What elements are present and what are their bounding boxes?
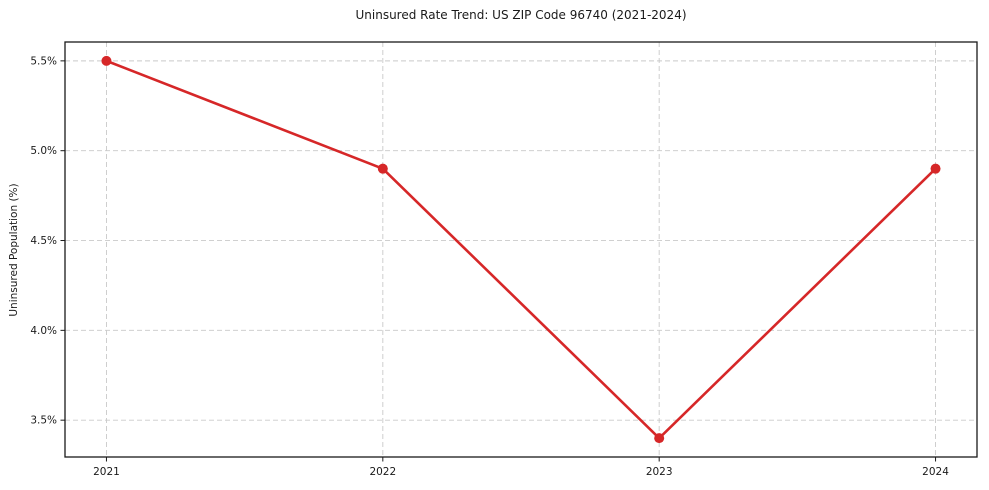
x-tick-label: 2023 (646, 466, 673, 478)
y-tick-label: 5.5% (30, 55, 57, 67)
data-point-2024 (930, 163, 941, 174)
x-tick-label: 2021 (93, 466, 120, 478)
chart-title: Uninsured Rate Trend: US ZIP Code 96740 … (355, 8, 687, 22)
y-tick-label: 4.0% (30, 325, 57, 337)
y-tick-label: 4.5% (30, 235, 57, 247)
data-point-2022 (377, 163, 388, 174)
data-point-2023 (654, 433, 665, 444)
trend-line (105, 59, 937, 440)
y-tick-label: 5.0% (30, 145, 57, 157)
y-axis-label: Uninsured Population (%) (8, 183, 20, 317)
x-tick-label: 2022 (369, 466, 396, 478)
y-tick-label: 3.5% (30, 415, 57, 427)
x-tick-label: 2024 (922, 466, 949, 478)
data-point-2021 (101, 55, 112, 66)
plot-border (64, 41, 978, 458)
